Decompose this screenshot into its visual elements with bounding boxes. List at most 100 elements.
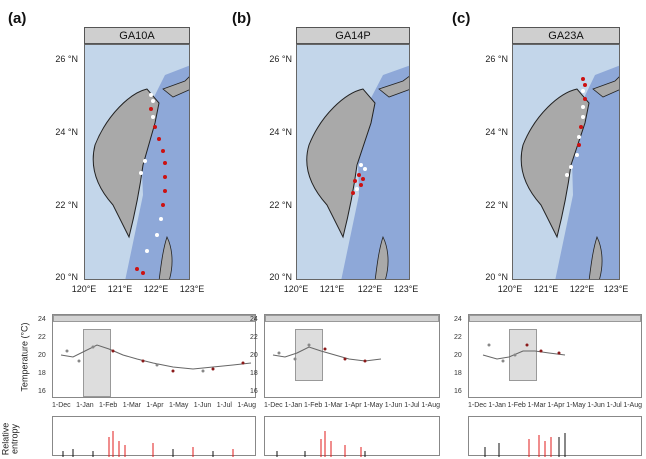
temp-tick-22-a: 22: [38, 334, 46, 341]
lon-label-121-c: 121°E: [533, 284, 559, 294]
entropy-svg-c: [484, 433, 566, 457]
lon-label-122-b: 122°E: [357, 284, 383, 294]
temperature-svg-b: [272, 343, 382, 363]
lat-label-22-b: 22 °N: [269, 200, 292, 210]
x-tick-c-8: 1-Aug: [623, 402, 642, 409]
temperature-svg-a: [60, 344, 252, 373]
temperature-strip-b: [265, 315, 439, 322]
philippine-islands-c: [588, 235, 603, 279]
temp-tick-18-c: 18: [454, 370, 462, 377]
entropy-axis-label: Relative entropy: [0, 423, 20, 456]
lat-label-26-a: 26 °N: [55, 54, 78, 64]
x-tick-a-1: 1-Jan: [76, 402, 94, 409]
track-b: [351, 163, 367, 195]
temperature-axis-label: Temperature (°C): [19, 322, 30, 392]
temperature-panel-c: [468, 314, 642, 398]
taiwan-island-a: [92, 88, 160, 239]
x-tick-b-5: 1-May: [363, 402, 383, 409]
x-tick-c-1: 1-Jan: [488, 402, 506, 409]
entropy-label-line2: entropy: [9, 423, 20, 455]
temp-tick-24-a: 24: [38, 316, 46, 323]
x-tick-c-6: 1-Jun: [587, 402, 605, 409]
lon-label-123-a: 123°E: [179, 284, 205, 294]
panel-letter-a: (a): [8, 10, 27, 27]
temperature-strip-c: [469, 315, 641, 322]
x-tick-a-7: 1-Jul: [216, 402, 232, 409]
panel-letter-c: (c): [452, 10, 471, 27]
ryukyu-islands-b: [378, 76, 409, 98]
entropy-panel-a: [52, 416, 256, 457]
lon-label-121-b: 121°E: [319, 284, 345, 294]
x-tick-a-8: 1-Aug: [237, 402, 256, 409]
philippine-islands-a: [158, 235, 173, 279]
lon-label-121-a: 121°E: [107, 284, 133, 294]
deep-sea-a: [125, 65, 189, 279]
temperature-strip-a: [53, 315, 255, 322]
x-tick-a-4: 1-Apr: [146, 402, 164, 409]
map-svg-c: [520, 65, 619, 279]
lon-label-123-b: 123°E: [393, 284, 419, 294]
x-tick-a-0: 1-Dec: [52, 402, 71, 409]
x-tick-b-3: 1-Mar: [324, 402, 343, 409]
x-tick-b-2: 1-Feb: [304, 402, 323, 409]
lat-label-22-c: 22 °N: [485, 200, 508, 210]
taiwan-island-b: [306, 88, 376, 239]
x-tick-b-0: 1-Dec: [264, 402, 283, 409]
lon-label-120-a: 120°E: [71, 284, 97, 294]
x-tick-b-8: 1-Aug: [421, 402, 440, 409]
deep-sea-b: [341, 65, 409, 279]
temp-tick-20-c: 20: [454, 352, 462, 359]
temp-tick-22-b: 22: [250, 334, 258, 341]
lat-label-24-a: 24 °N: [55, 127, 78, 137]
temperature-panel-a: [52, 314, 256, 398]
temp-tick-20-b: 20: [250, 352, 258, 359]
temp-tick-20-a: 20: [38, 352, 46, 359]
highlight-box-b: [295, 329, 323, 381]
entropy-panel-b: [264, 416, 440, 457]
entropy-panel-c: [468, 416, 642, 457]
temp-tick-16-b: 16: [250, 388, 258, 395]
lon-label-120-b: 120°E: [283, 284, 309, 294]
x-tick-b-6: 1-Jun: [384, 402, 403, 409]
x-tick-b-4: 1-Apr: [344, 402, 362, 409]
highlight-box-a: [83, 329, 111, 397]
x-tick-a-6: 1-Jun: [193, 402, 212, 409]
lon-label-122-c: 122°E: [569, 284, 595, 294]
lat-label-24-b: 24 °N: [269, 127, 292, 137]
temp-tick-24-b: 24: [250, 316, 258, 323]
temp-tick-22-c: 22: [454, 334, 462, 341]
temp-tick-24-c: 24: [454, 316, 462, 323]
strip-title-b: GA14P: [296, 27, 410, 44]
temp-tick-18-b: 18: [250, 370, 258, 377]
panel-letter-b: (b): [232, 10, 252, 27]
entropy-svg-b: [276, 431, 366, 457]
x-tick-c-0: 1-Dec: [468, 402, 487, 409]
map-panel-a: [84, 44, 190, 280]
x-tick-a-5: 1-May: [168, 402, 189, 409]
temperature-panel-b: [264, 314, 440, 398]
deep-sea-c: [555, 65, 619, 279]
x-ticks-b: 1-Dec 1-Jan 1-Feb 1-Mar 1-Apr 1-May 1-Ju…: [264, 402, 440, 409]
lat-label-20-c: 20 °N: [485, 272, 508, 282]
taiwan-island-c: [520, 88, 590, 239]
x-tick-c-4: 1-Apr: [547, 402, 565, 409]
x-tick-c-7: 1-Jul: [606, 402, 622, 409]
entropy-svg-a: [62, 431, 234, 457]
map-svg-a: [92, 65, 189, 279]
ryukyu-islands-c: [592, 76, 619, 98]
x-ticks-a: 1-Dec 1-Jan 1-Feb 1-Mar 1-Apr 1-May 1-Ju…: [52, 402, 256, 409]
track-c: [565, 77, 587, 177]
strip-title-c: GA23A: [512, 27, 620, 44]
temp-tick-16-a: 16: [38, 388, 46, 395]
temp-tick-18-a: 18: [38, 370, 46, 377]
x-tick-c-2: 1-Feb: [507, 402, 526, 409]
x-tick-b-1: 1-Jan: [284, 402, 303, 409]
x-tick-c-5: 1-May: [566, 402, 586, 409]
lon-label-122-a: 122°E: [143, 284, 169, 294]
x-tick-b-7: 1-Jul: [404, 402, 420, 409]
x-tick-c-3: 1-Mar: [527, 402, 546, 409]
lat-label-22-a: 22 °N: [55, 200, 78, 210]
lon-label-123-c: 123°E: [603, 284, 629, 294]
x-tick-a-2: 1-Feb: [99, 402, 118, 409]
lat-label-20-a: 20 °N: [55, 272, 78, 282]
